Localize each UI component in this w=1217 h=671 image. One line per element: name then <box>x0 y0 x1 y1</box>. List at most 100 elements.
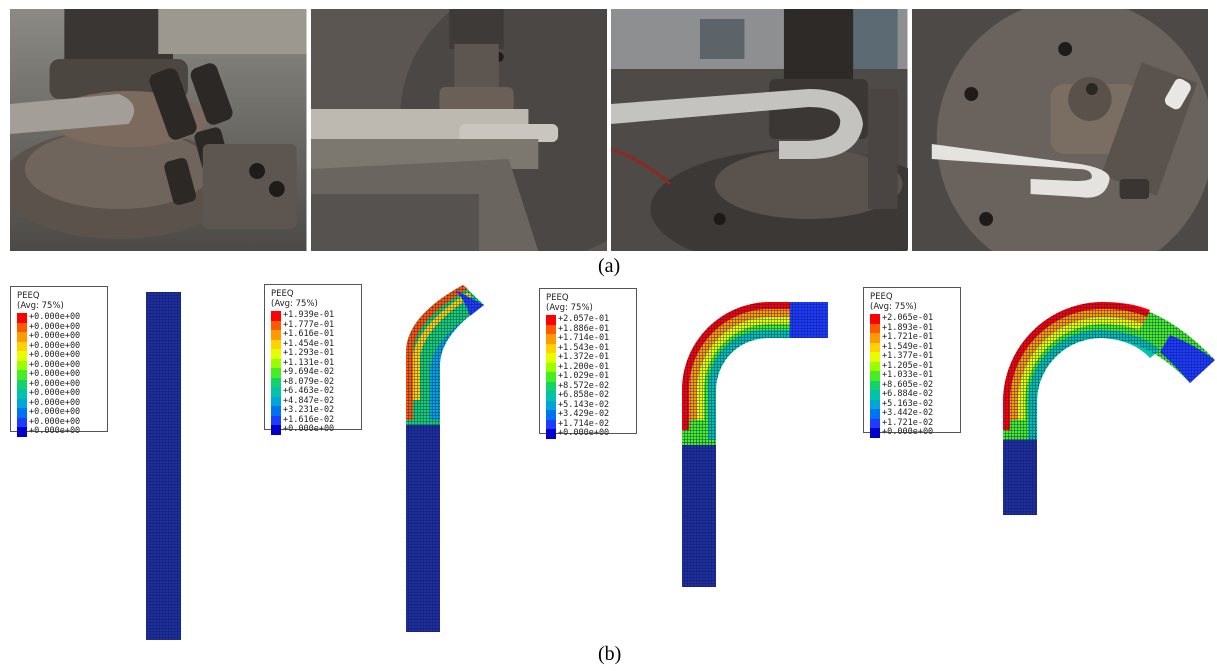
legend-row: +8.572e-02 <box>546 381 630 391</box>
legend-value: +6.858e-02 <box>558 390 610 400</box>
photo-strip <box>10 9 1208 251</box>
legend-value: +0.000e+00 <box>29 369 81 379</box>
legend-swatch <box>271 339 281 349</box>
legend-row: +2.057e-01 <box>546 314 630 325</box>
legend-value: +0.000e+00 <box>29 340 81 351</box>
legend-row: +1.033e-01 <box>870 370 954 381</box>
legend-swatch <box>870 409 880 419</box>
legend-row: +1.714e-01 <box>546 333 630 344</box>
legend-row: +0.000e+00 <box>546 428 630 439</box>
legend-swatch <box>271 425 281 435</box>
legend-swatch <box>17 341 27 351</box>
legend-swatch <box>271 311 281 321</box>
legend-value: +1.549e-01 <box>882 341 934 352</box>
legend-swatch <box>546 315 556 325</box>
legend-value: +1.033e-01 <box>882 370 934 380</box>
legend-row: +1.131e-01 <box>271 358 355 368</box>
legend-row: +1.893e-01 <box>870 322 954 333</box>
legend-subtitle: (Avg: 75%) <box>546 303 593 313</box>
legend-value: +8.605e-02 <box>882 379 934 390</box>
legend-swatch <box>870 333 880 343</box>
legend-row: +0.000e+00 <box>17 416 101 427</box>
legend-row: +1.777e-01 <box>271 319 355 330</box>
legend-row: +0.000e+00 <box>17 378 101 389</box>
legend-value: +1.893e-01 <box>882 322 934 333</box>
legend-row: +3.442e-02 <box>870 408 954 419</box>
legend-value: +1.777e-01 <box>283 319 335 330</box>
caption-b: (b) <box>598 643 622 665</box>
fe-simulation-panel <box>0 280 1217 640</box>
legend-swatch <box>546 419 556 429</box>
legend-swatch <box>271 330 281 340</box>
legend-row: +1.616e-01 <box>271 329 355 340</box>
legend-row: +0.000e+00 <box>17 407 101 418</box>
legend-value: +1.377e-01 <box>882 351 934 361</box>
legend-row: +1.721e-02 <box>870 417 954 428</box>
legend-rows: +1.939e-01 +1.777e-01 +1.616e-01 +1.454e-01… <box>271 310 355 435</box>
tube-stage-3 <box>682 302 828 587</box>
legend-row: +0.000e+00 <box>271 424 355 435</box>
legend-rows: +2.065e-01 +1.893e-01 +1.721e-01 +1.549e-01… <box>870 313 954 438</box>
legend-swatch <box>870 390 880 400</box>
tube-stage-1 <box>146 292 181 640</box>
legend-value: +0.000e+00 <box>29 359 81 370</box>
legend-value: +4.847e-02 <box>283 395 335 406</box>
legend-swatch <box>870 314 880 324</box>
legend-row: +1.549e-01 <box>870 341 954 352</box>
legend-rows: +2.057e-01 +1.886e-01 +1.714e-01 +1.543e-01… <box>546 314 630 439</box>
legend-swatch <box>17 389 27 399</box>
legend-swatch <box>546 429 556 439</box>
photo-stage-1 <box>10 9 307 251</box>
legend-title: PEEQ <box>870 292 893 302</box>
legend-value: +1.616e-02 <box>283 414 335 425</box>
legend-row: +0.000e+00 <box>17 340 101 351</box>
legend-swatch <box>17 379 27 389</box>
legend-swatch <box>271 406 281 416</box>
legend-swatch <box>546 343 556 353</box>
legend-subtitle: (Avg: 75%) <box>17 301 64 311</box>
legend-row: +0.000e+00 <box>17 331 101 342</box>
legend-value: +1.029e-01 <box>558 371 610 381</box>
legend-row: +8.605e-02 <box>870 379 954 390</box>
legend-value: +1.454e-01 <box>283 338 335 349</box>
peeq-legend-3: PEEQ (Avg: 75%) +2.057e-01 +1.886e-01 +1.7… <box>539 288 637 439</box>
legend-row: +1.543e-01 <box>546 343 630 353</box>
legend-row: +3.231e-02 <box>271 405 355 416</box>
legend-value: +0.000e+00 <box>29 388 81 398</box>
legend-row: +1.939e-01 <box>271 310 355 321</box>
legend-value: +1.939e-01 <box>283 310 335 320</box>
legend-value: +0.000e+00 <box>29 312 81 322</box>
legend-value: +0.000e+00 <box>29 331 81 341</box>
legend-row: +0.000e+00 <box>17 359 101 370</box>
legend-value: +0.000e+00 <box>29 416 81 427</box>
legend-value: +1.886e-01 <box>558 323 610 334</box>
legend-swatch <box>17 360 27 370</box>
legend-title: PEEQ <box>17 291 40 301</box>
legend-swatch <box>546 391 556 401</box>
legend-value: +0.000e+00 <box>29 397 81 408</box>
legend-swatch <box>870 380 880 390</box>
legend-row: +6.884e-02 <box>870 389 954 400</box>
legend-value: +1.200e-01 <box>558 361 610 372</box>
legend-value: +1.721e-02 <box>882 417 934 428</box>
legend-swatch <box>870 352 880 362</box>
legend-row: +0.000e+00 <box>17 322 101 332</box>
legend-value: +0.000e+00 <box>29 407 81 417</box>
legend-row: +8.079e-02 <box>271 377 355 387</box>
legend-swatch <box>546 334 556 344</box>
legend-swatch <box>17 313 27 323</box>
photo-stage-2 <box>310 9 607 251</box>
peeq-legend-1: PEEQ (Avg: 75%) +0.000e+00 +0.000e+00 +0.0… <box>10 286 108 437</box>
legend-swatch <box>271 320 281 330</box>
legend-row: +1.454e-01 <box>271 338 355 349</box>
legend-value: +0.000e+00 <box>29 378 81 389</box>
legend-subtitle: (Avg: 75%) <box>271 299 318 309</box>
legend-row: +0.000e+00 <box>17 388 101 399</box>
fe-tubes <box>146 285 1215 640</box>
legend-swatch <box>17 332 27 342</box>
legend-swatch <box>870 342 880 352</box>
legend-swatch <box>546 353 556 363</box>
legend-row: +1.293e-01 <box>271 348 355 359</box>
legend-row: +6.858e-02 <box>546 390 630 401</box>
legend-row: +5.163e-02 <box>870 399 954 409</box>
